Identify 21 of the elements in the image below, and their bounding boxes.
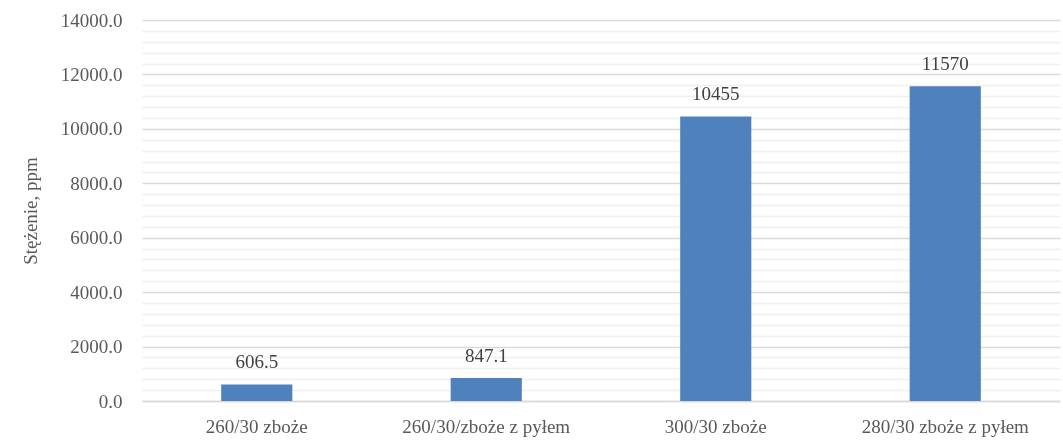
data-label: 11570 [921, 53, 969, 75]
y-tick-label: 14000.0 [60, 9, 123, 31]
y-tick-label: 8000.0 [70, 172, 123, 194]
data-label: 847.1 [464, 344, 508, 366]
y-axis-title: Stężenie, ppm [19, 156, 41, 265]
y-tick-label: 0.0 [98, 390, 123, 412]
x-tick-label: 260/30 zboże [205, 415, 308, 437]
y-tick-label: 4000.0 [70, 281, 123, 303]
x-tick-label: 280/30 zboże z pyłem [861, 415, 1030, 437]
data-label: 606.5 [235, 351, 279, 373]
bar [680, 116, 752, 401]
x-tick-label: 260/30/zboże z pyłem [402, 415, 571, 437]
y-tick-label: 6000.0 [70, 227, 123, 249]
y-tick-label: 2000.0 [70, 336, 123, 358]
x-tick-label: 300/30 zboże [664, 415, 767, 437]
bar [450, 377, 522, 401]
data-label: 10455 [692, 83, 740, 105]
bar [221, 384, 293, 401]
y-tick-label: 10000.0 [60, 118, 123, 140]
y-tick-label: 12000.0 [60, 63, 123, 85]
bar [909, 86, 981, 401]
